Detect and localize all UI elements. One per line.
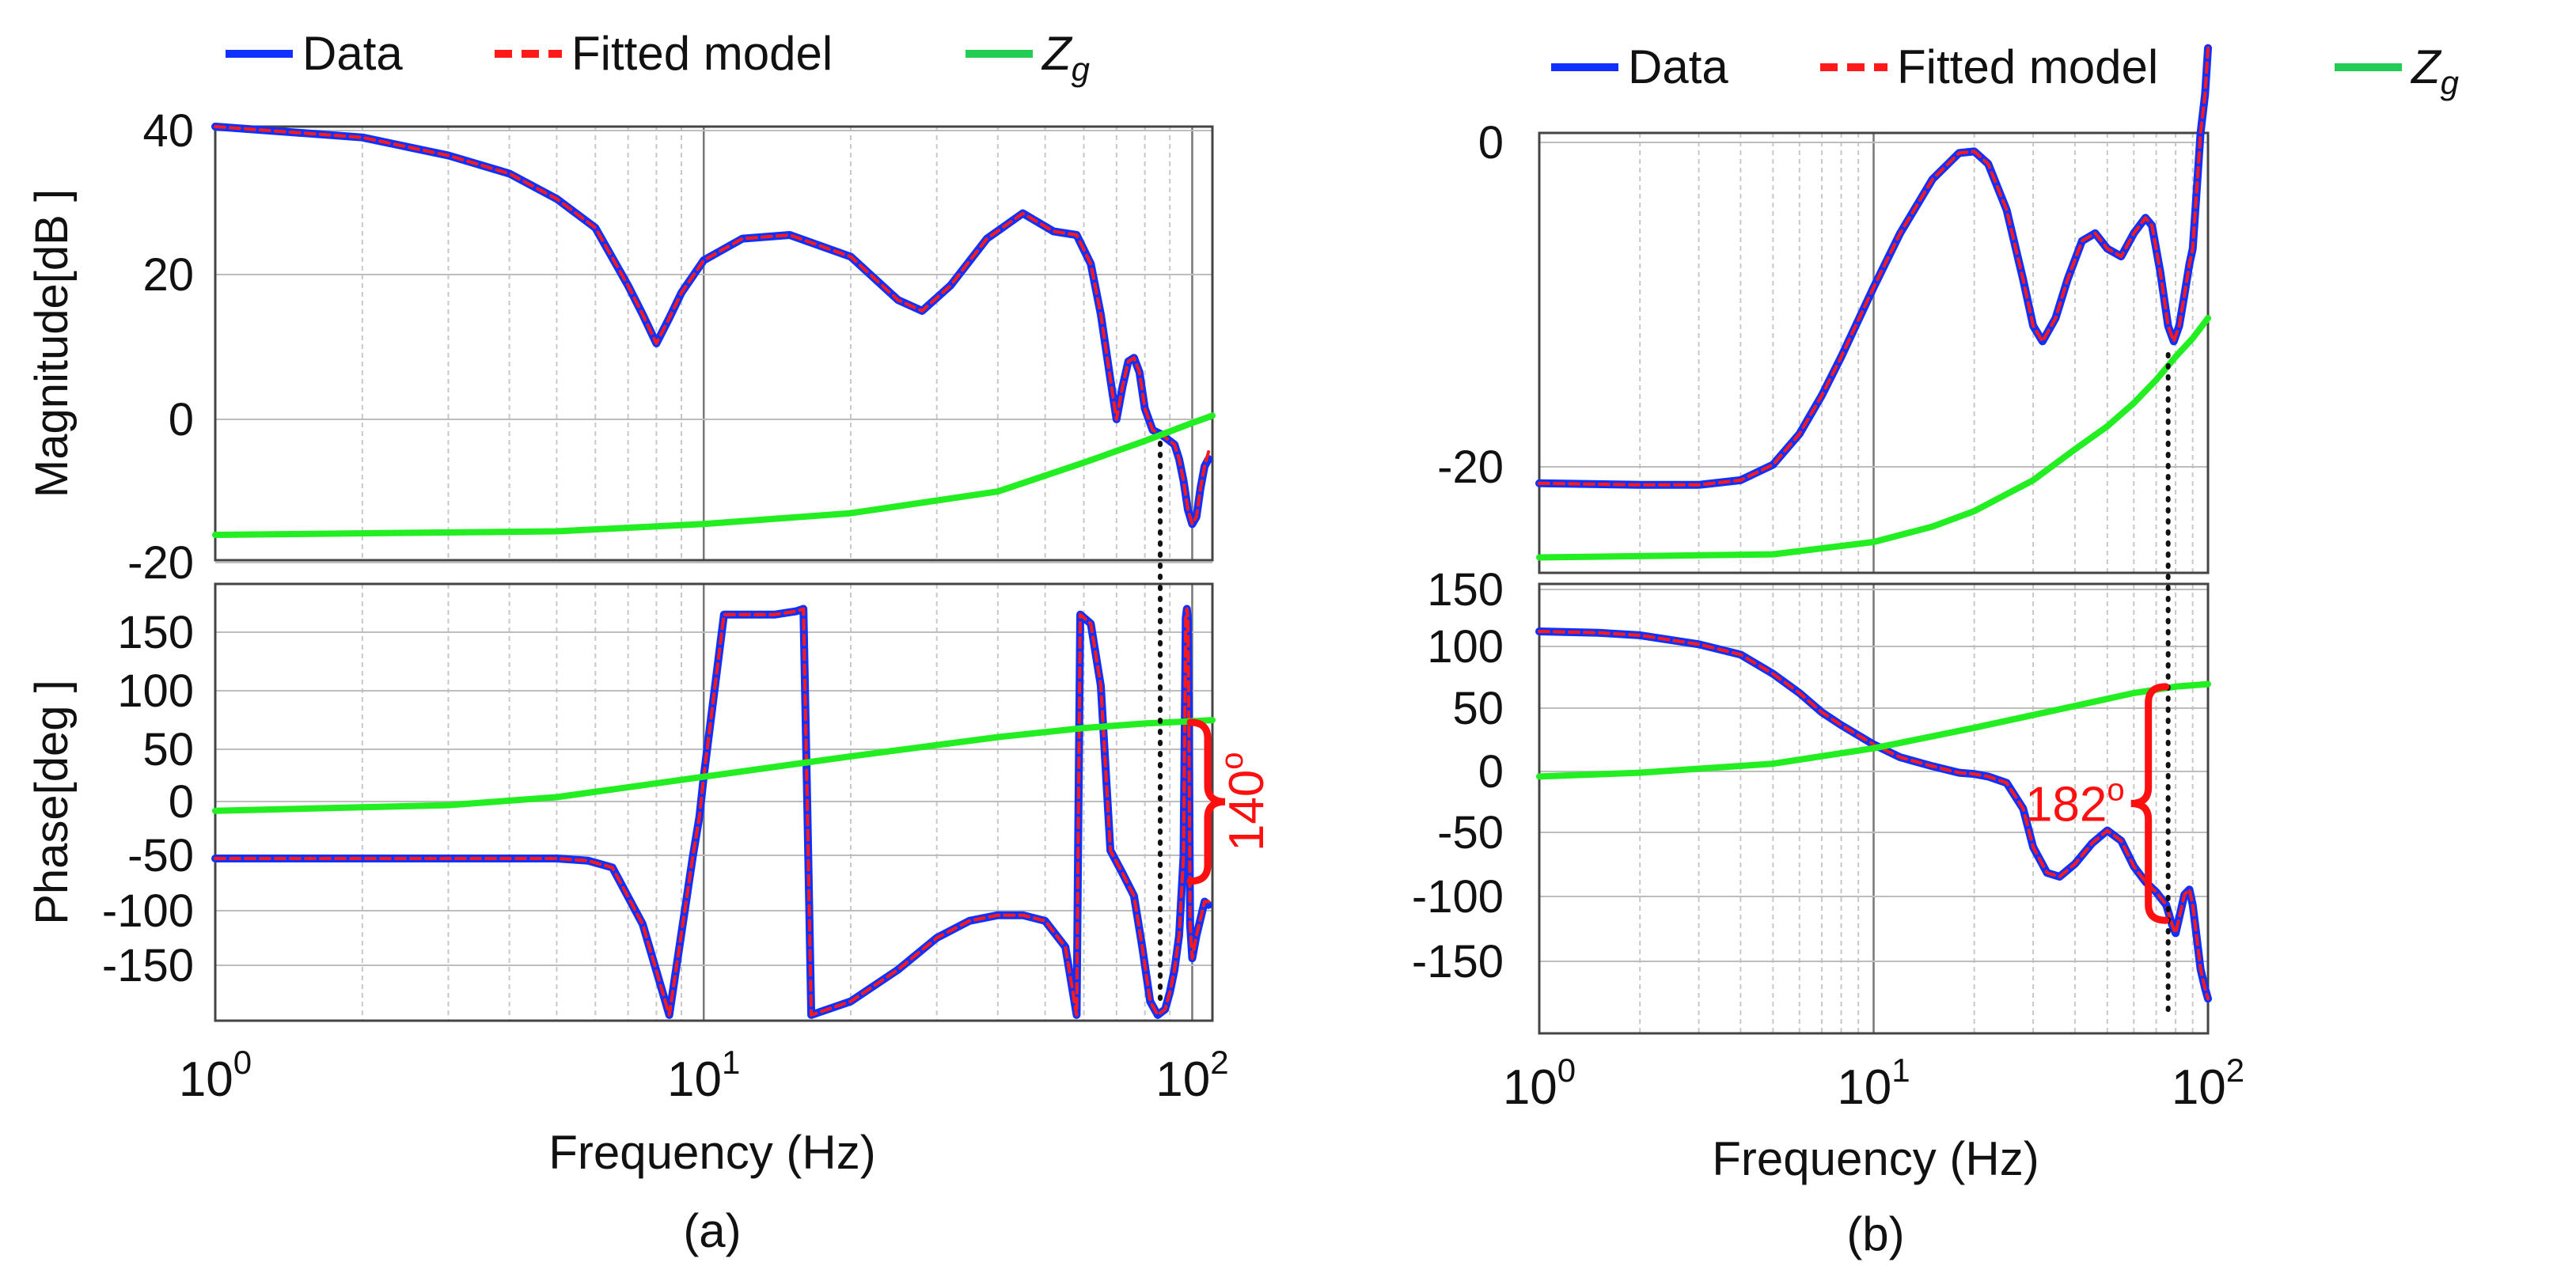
legend-label: Fitted model — [571, 27, 833, 80]
phase-y-tick-label: 50 — [142, 724, 194, 775]
magnitude-y-tick-label: -20 — [127, 537, 194, 589]
legend-label: Data — [302, 27, 403, 80]
panel-label: (a) — [683, 1204, 741, 1257]
phase-y-tick-label: -150 — [102, 940, 194, 991]
x-tick-label: 100 — [1503, 1052, 1576, 1115]
magnitude-y-tick-label: 0 — [1478, 117, 1504, 169]
phase-data-line — [211, 604, 1213, 1019]
magnitude-fitted-model-line — [1538, 46, 2210, 487]
axes-frame — [214, 125, 1214, 562]
phase-fitted-model-line — [214, 607, 1211, 1017]
magnitude-y-tick-label: 40 — [142, 105, 194, 157]
legend-label: Data — [1628, 40, 1728, 93]
phase-y-tick-label: 100 — [1427, 621, 1504, 673]
chart-panel-a: Data Fitted model Zg 40 20 0 -20 Magnitude[dB ]… — [26, 27, 1274, 1257]
phase-fitted-model-line — [1538, 630, 2210, 1001]
x-axis-label: Frequency (Hz) — [548, 1126, 875, 1179]
phase-y-axis-label: Phase[deg ] — [26, 680, 78, 925]
phase-subplot: 150 100 500-50-100-150 Phase[deg ] — [26, 582, 1216, 1022]
phase-y-tick-label: 0 — [1478, 746, 1504, 798]
phase-margin-brace — [1186, 718, 1226, 885]
axes-frame — [1538, 131, 2210, 574]
magnitude-data-line — [211, 123, 1213, 529]
x-tick-label: 100 — [179, 1044, 252, 1107]
x-tick-label: 102 — [1155, 1044, 1228, 1107]
legend: Data Fitted model Zg — [1551, 40, 2459, 101]
legend-label: Fitted model — [1897, 40, 2158, 93]
phase-margin-annotation: 182o — [2025, 352, 2171, 1020]
axes-frame — [1538, 582, 2210, 1035]
phase-y-tick-label: -50 — [127, 830, 194, 881]
x-axis-label: Frequency (Hz) — [1712, 1132, 2039, 1185]
phase-y-tick-label: -50 — [1437, 807, 1504, 858]
phase-margin-brace — [2130, 683, 2170, 924]
x-tick-label: 101 — [1837, 1052, 1910, 1115]
panel-label: (b) — [1846, 1207, 1904, 1260]
x-tick-label: 102 — [2172, 1052, 2244, 1115]
magnitude-y-tick-label: 0 — [169, 394, 194, 445]
phase-margin-label: 182o — [2025, 773, 2125, 832]
magnitude-zg-line — [212, 412, 1216, 538]
magnitude-subplot: 0 -20 — [1437, 44, 2212, 574]
magnitude-zg-line — [1536, 315, 2211, 561]
phase-y-tick-label: 0 — [169, 776, 194, 828]
magnitude-fitted-model-line — [214, 125, 1211, 526]
phase-margin-label: 140o — [1215, 752, 1274, 851]
phase-y-tick-label: 100 — [117, 665, 194, 717]
phase-y-tick-label: -150 — [1412, 936, 1504, 987]
legend-label: Zg — [2410, 40, 2459, 101]
phase-y-tick-label: -100 — [1412, 871, 1504, 923]
phase-y-tick-label: -100 — [102, 885, 194, 937]
magnitude-subplot: 40 20 0 -20 Magnitude[dB ] — [26, 105, 1216, 589]
magnitude-y-axis-label: Magnitude[dB ] — [26, 189, 78, 498]
magnitude-y-tick-label: 20 — [142, 249, 194, 301]
phase-y-tick-label: 150 — [117, 607, 194, 658]
x-tick-label: 101 — [667, 1044, 740, 1107]
phase-zg-line — [212, 717, 1216, 814]
legend: Data Fitted model Zg — [226, 27, 1090, 88]
magnitude-y-tick-label: -20 — [1437, 442, 1504, 493]
phase-margin-annotation: 140o — [1158, 441, 1274, 1007]
phase-y-tick-label: 50 — [1452, 683, 1504, 734]
phase-y-tick-label: 150 — [1427, 564, 1504, 616]
chart-panel-b: Data Fitted model Zg0-20150100500-50-100-1… — [1412, 40, 2459, 1260]
legend-label: Zg — [1041, 27, 1090, 88]
